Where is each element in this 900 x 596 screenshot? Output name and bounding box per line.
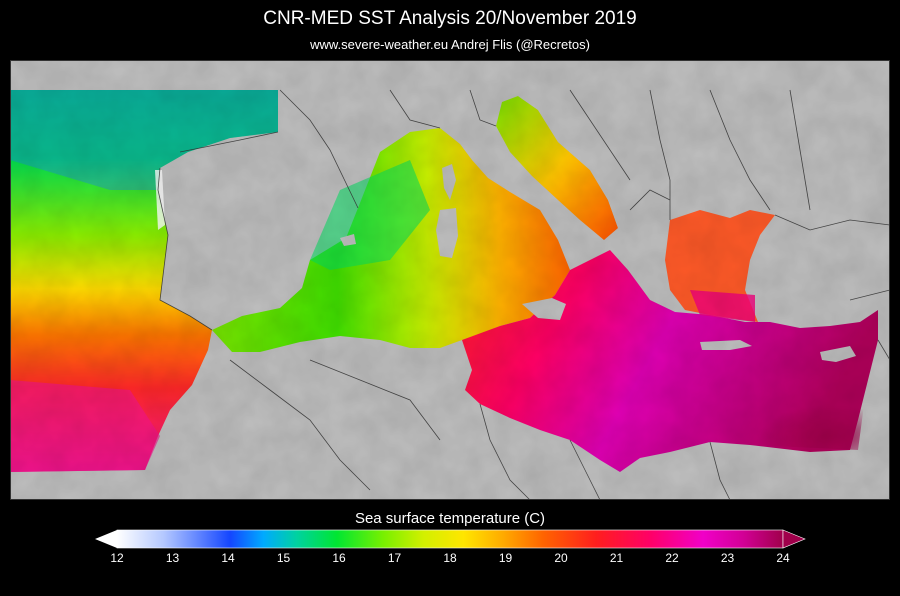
colorbar-tick-label: 14 xyxy=(221,551,235,565)
colorbar-tick-label: 23 xyxy=(720,551,735,565)
colorbar-tick-label: 15 xyxy=(276,551,291,565)
colorbar-tick-label: 16 xyxy=(332,551,346,565)
colorbar-right-arrow xyxy=(782,529,806,549)
colorbar-tick-label: 12 xyxy=(110,551,124,565)
colorbar-tick-label: 13 xyxy=(165,551,180,565)
colorbar-tick-label: 24 xyxy=(776,551,790,565)
chart-subtitle: www.severe-weather.eu Andrej Flis (@Recr… xyxy=(310,37,590,52)
colorbar-tick-label: 22 xyxy=(665,551,679,565)
colorbar-tick-label: 21 xyxy=(609,551,624,565)
colorbar-tick-label: 19 xyxy=(498,551,513,565)
colorbar-ticks: 12 13 14 15 16 17 18 19 20 21 22 23 24 xyxy=(0,551,900,571)
map-frame xyxy=(10,60,890,500)
colorbar-tick-label: 18 xyxy=(443,551,457,565)
colorbar-body xyxy=(116,529,784,549)
colorbar xyxy=(95,529,806,549)
sst-map xyxy=(10,60,890,500)
colorbar-left-arrow xyxy=(95,530,117,548)
colorbar-tick-label: 17 xyxy=(387,551,402,565)
colorbar-title: Sea surface temperature (C) xyxy=(354,510,546,527)
colorbar-tick-label: 20 xyxy=(554,551,568,565)
chart-title: CNR-MED SST Analysis 20/November 2019 xyxy=(263,8,637,29)
